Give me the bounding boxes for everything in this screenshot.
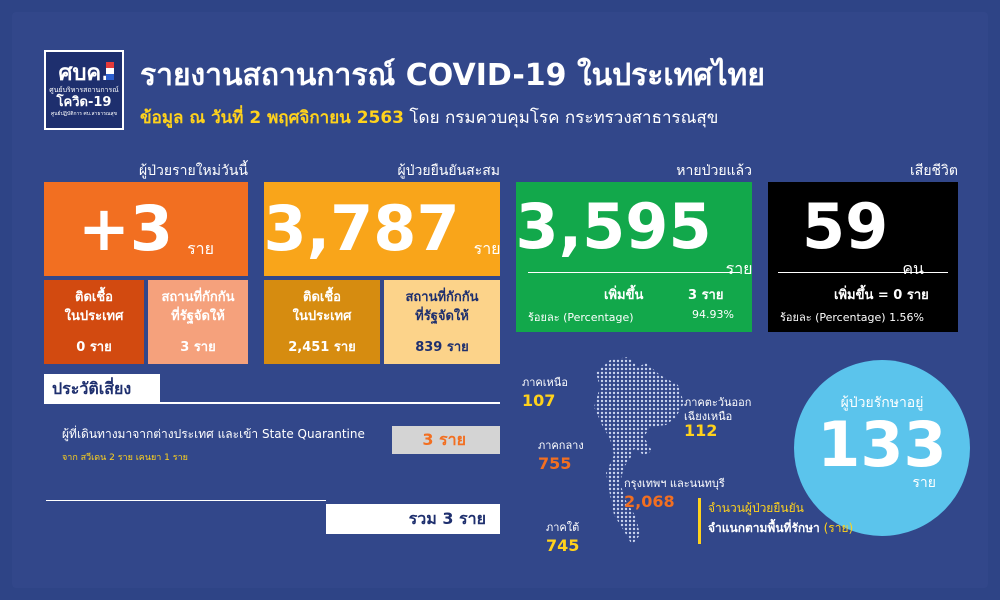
cumulative-quarantine-value: 839 ราย (415, 339, 469, 355)
region-northeast-value: 112 (684, 421, 718, 440)
page-subtitle: ข้อมูล ณ วันที่ 2 พฤศจิกายน 2563 โดย กรม… (140, 104, 718, 131)
treating-label: ผู้ป่วยรักษาอยู่ (840, 395, 924, 411)
region-bangkok-label: กรุงเทพฯ และนนทบุรี (624, 477, 725, 490)
new-cases-quarantine-box: สถานที่กักกัน ที่รัฐจัดให้ 3 ราย (148, 280, 248, 364)
region-central: ภาคกลาง 755 (538, 436, 584, 473)
deaths-divider (778, 272, 948, 273)
region-south: ภาคใต้ 745 (546, 518, 579, 555)
risk-text: ผู้ที่เดินทางมาจากต่างประเทศ และเข้า Sta… (62, 427, 365, 441)
cumulative-local-label: ติดเชื้อ ในประเทศ (292, 289, 352, 324)
new-cases-quarantine-label: สถานที่กักกัน ที่รัฐจัดให้ (161, 289, 235, 324)
legend-line1: จำนวนผู้ป่วยยืนยัน (708, 501, 804, 515)
cumulative-local-value: 2,451 ราย (288, 339, 356, 355)
region-central-value: 755 (538, 454, 572, 473)
cumulative-value: 3,787 (263, 192, 460, 265)
deaths-unit: คน (902, 258, 924, 278)
deaths-value: 59 (802, 190, 889, 263)
legend-unit: (ราย) (823, 521, 854, 535)
cumulative-caption: ผู้ป่วยยืนยันสะสม (397, 163, 500, 179)
recovered-pct-value: 94.93% (692, 308, 734, 321)
new-cases-quarantine-value: 3 ราย (180, 339, 216, 355)
risk-detail: จาก สวีเดน 2 ราย เคนยา 1 ราย (62, 453, 188, 463)
region-north-label: ภาคเหนือ (522, 376, 568, 389)
cumulative-box: 3,787 ราย (263, 182, 501, 276)
map-legend: จำนวนผู้ป่วยยืนยัน จำแนกตามพื้นที่รักษา … (708, 498, 853, 538)
recovered-unit: ราย (725, 258, 753, 278)
cumulative-quarantine-box: สถานที่กักกัน ที่รัฐจัดให้ 839 ราย (384, 280, 500, 364)
region-central-label: ภาคกลาง (538, 439, 584, 452)
recovered-pct-label: ร้อยละ (Percentage) (528, 311, 634, 324)
cumulative-quarantine-label: สถานที่กักกัน ที่รัฐจัดให้ (405, 289, 479, 324)
new-cases-local-label: ติดเชื้อ ในประเทศ (64, 289, 124, 324)
new-cases-value: +3 (77, 192, 174, 265)
new-cases-caption: ผู้ป่วยรายใหม่วันนี้ (138, 163, 248, 179)
recovered-divider (528, 272, 740, 273)
region-south-value: 745 (546, 536, 580, 555)
new-cases-local-box: ติดเชื้อ ในประเทศ 0 ราย (44, 280, 144, 364)
logo-line1: ศบค. (58, 61, 110, 86)
logo-line4: ศูนย์ปฏิบัติการ ศบ.สาธารณสุข (50, 111, 118, 117)
region-south-label: ภาคใต้ (546, 521, 580, 534)
deaths-caption: เสียชีวิต (910, 163, 958, 179)
region-north-value: 107 (522, 391, 556, 410)
recovered-increase-value: 3 ราย (688, 288, 724, 303)
legend-line2: จำแนกตามพื้นที่รักษา (708, 521, 820, 535)
risk-divider (160, 402, 500, 404)
risk-heading: ประวัติเสี่ยง (44, 374, 160, 404)
total-divider (46, 500, 326, 501)
recovered-value: 3,595 (515, 190, 712, 263)
risk-value: 3 ราย (392, 426, 500, 454)
new-cases-unit: ราย (187, 239, 215, 258)
treating-value: 133 (817, 408, 947, 481)
thailand-map-icon (594, 357, 684, 545)
source-label: โดย กรมควบคุมโรค กระทรวงสาธารณสุข (409, 108, 719, 128)
treating-circle: ผู้ป่วยรักษาอยู่ 133 ราย (794, 360, 970, 536)
date-label: ข้อมูล ณ วันที่ 2 พฤศจิกายน 2563 (140, 108, 405, 128)
region-northeast-label: ภาคตะวันออก เฉียงเหนือ (684, 396, 752, 423)
ccsa-logo: ศบค. ศูนย์บริหารสถานการณ์ โควิด-19 ศูนย์… (44, 50, 124, 130)
logo-line3: โควิด-19 (56, 95, 112, 110)
region-northeast: ภาคตะวันออก เฉียงเหนือ 112 (684, 382, 751, 452)
cumulative-unit: ราย (473, 239, 501, 258)
recovered-caption: หายป่วยแล้ว (676, 163, 752, 179)
legend-bar (698, 498, 701, 544)
risk-total: รวม 3 ราย (326, 504, 500, 534)
recovered-box: 3,595 ราย (515, 182, 753, 332)
thai-flag-icon (106, 62, 114, 80)
deaths-increase: เพิ่มขึ้น = 0 ราย (834, 288, 929, 303)
page-title: รายงานสถานการณ์ COVID-19 ในประเทศไทย (140, 58, 765, 93)
new-cases-box: +3 ราย (44, 182, 248, 276)
logo-line2: ศูนย์บริหารสถานการณ์ (49, 86, 119, 94)
deaths-pct: ร้อยละ (Percentage) 1.56% (780, 311, 925, 324)
region-bangkok: กรุงเทพฯ และนนทบุรี 2,068 (624, 474, 725, 511)
region-north: ภาคเหนือ 107 (522, 373, 568, 410)
region-bangkok-value: 2,068 (624, 492, 675, 511)
treating-unit: ราย (912, 475, 936, 491)
recovered-increase-label: เพิ่มขึ้น (604, 288, 644, 303)
cumulative-local-box: ติดเชื้อ ในประเทศ 2,451 ราย (264, 280, 380, 364)
new-cases-local-value: 0 ราย (76, 339, 112, 355)
deaths-box: 59 คน (768, 182, 958, 332)
